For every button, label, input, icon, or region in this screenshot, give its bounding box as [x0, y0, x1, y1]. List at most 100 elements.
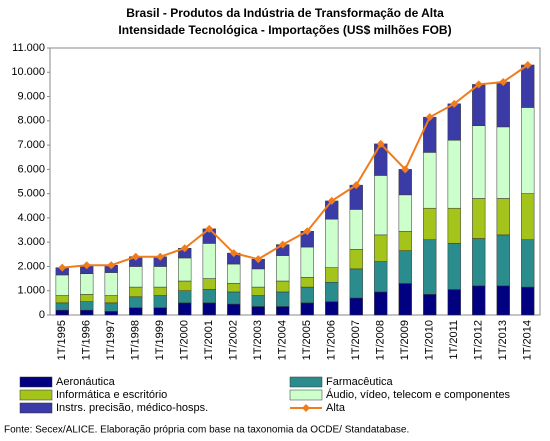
x-tick-label: 1T/2006 [326, 320, 338, 360]
legend-swatch [19, 402, 53, 414]
bar-segment [251, 306, 265, 316]
bar-segment [496, 234, 510, 287]
line-marker [327, 196, 336, 205]
line-marker [474, 80, 483, 89]
x-tick-label: 1T/2014 [522, 320, 534, 360]
bar-segment [472, 238, 486, 287]
line-marker [254, 255, 263, 264]
bar-segment [496, 81, 510, 128]
bar-segment [202, 278, 216, 290]
bar-segment [153, 295, 167, 308]
line-marker [352, 181, 361, 190]
bar-segment [202, 302, 216, 316]
bar-segment [472, 285, 486, 316]
bar-segment [80, 309, 94, 316]
line-marker [205, 224, 214, 233]
y-tick-label: 3.000 [17, 236, 45, 248]
bar-segment [423, 152, 437, 209]
bar-segment [80, 273, 94, 295]
bar-segment [251, 295, 265, 307]
bar-segment [227, 283, 241, 293]
x-tick-label: 1T/1995 [56, 320, 68, 360]
bar-segment [496, 198, 510, 236]
line-marker [499, 77, 508, 86]
bar-segment [374, 261, 388, 293]
legend-swatch [302, 404, 310, 412]
bar-segment [447, 289, 461, 316]
bar-segment [276, 306, 290, 316]
bar-segment [325, 301, 339, 316]
bar-segment [251, 286, 265, 296]
line-marker [425, 113, 434, 122]
y-tick-label: 8.000 [17, 115, 45, 127]
bar-segment [349, 297, 363, 316]
x-tick-label: 1T/1997 [105, 320, 117, 360]
bar-segment [251, 268, 265, 288]
bar-segment [129, 307, 143, 316]
bar-segment [104, 311, 118, 316]
bar-segment [178, 280, 192, 291]
x-tick-label: 1T/1996 [81, 320, 93, 360]
bar-segment [104, 302, 118, 312]
bar-segment [398, 283, 412, 316]
bar-segment [276, 255, 290, 282]
bar-segment [472, 198, 486, 239]
y-tick-label: 7.000 [17, 139, 45, 151]
line-marker [82, 261, 91, 270]
bar-segment [447, 207, 461, 244]
bar-segment [521, 193, 535, 241]
line-marker [278, 240, 287, 249]
bar-segment [521, 239, 535, 288]
bar-segment [129, 296, 143, 308]
bar-segment [423, 239, 437, 295]
bar-segment [153, 266, 167, 288]
legend-swatch [19, 376, 53, 388]
line-marker [303, 227, 312, 236]
y-tick-label: 2.000 [17, 260, 45, 272]
line-marker [229, 249, 238, 258]
bar-segment [325, 267, 339, 283]
x-tick-label: 1T/2013 [497, 320, 509, 360]
bar-segment [80, 294, 94, 302]
y-tick-label: 9.000 [17, 90, 45, 102]
bar-segment [55, 309, 69, 316]
source-note: Fonte: Secex/ALICE. Elaboração própria c… [4, 425, 409, 436]
bar-segment [374, 234, 388, 262]
bar-segment [104, 295, 118, 304]
legend-label: Aeronáutica [56, 376, 116, 388]
bar-segment [129, 266, 143, 288]
x-tick-label: 1T/2009 [399, 320, 411, 360]
bar-segment [447, 103, 461, 141]
bar-segment [55, 274, 69, 296]
bar-segment [276, 291, 290, 307]
bar-segment [472, 84, 486, 126]
x-tick-label: 1T/2005 [301, 320, 313, 360]
bar-segment [349, 209, 363, 250]
bar-segment [325, 281, 339, 302]
line-marker [131, 252, 140, 261]
y-tick-label: 1.000 [17, 285, 45, 297]
x-tick-label: 1T/2008 [375, 320, 387, 360]
bar-segment [202, 289, 216, 304]
bar-segment [227, 291, 241, 305]
bar-segment [300, 302, 314, 316]
line-marker [523, 60, 532, 69]
bar-segment [349, 268, 363, 299]
x-tick-label: 1T/1999 [154, 320, 166, 360]
bar-segment [153, 307, 167, 316]
bar-segment [349, 249, 363, 270]
line-marker [180, 244, 189, 253]
line-marker [107, 261, 116, 270]
bar-segment [178, 257, 192, 282]
bar-segment [104, 272, 118, 296]
legend-label: Farmacêutica [326, 376, 394, 388]
bar-segment [80, 301, 94, 311]
bar-segment [55, 295, 69, 304]
x-tick-label: 1T/2007 [350, 320, 362, 360]
y-tick-label: 11.000 [12, 42, 45, 54]
x-tick-label: 1T/2001 [203, 320, 215, 360]
bar-segment [423, 116, 437, 153]
bar-segment [398, 250, 412, 284]
bar-segment [423, 294, 437, 316]
